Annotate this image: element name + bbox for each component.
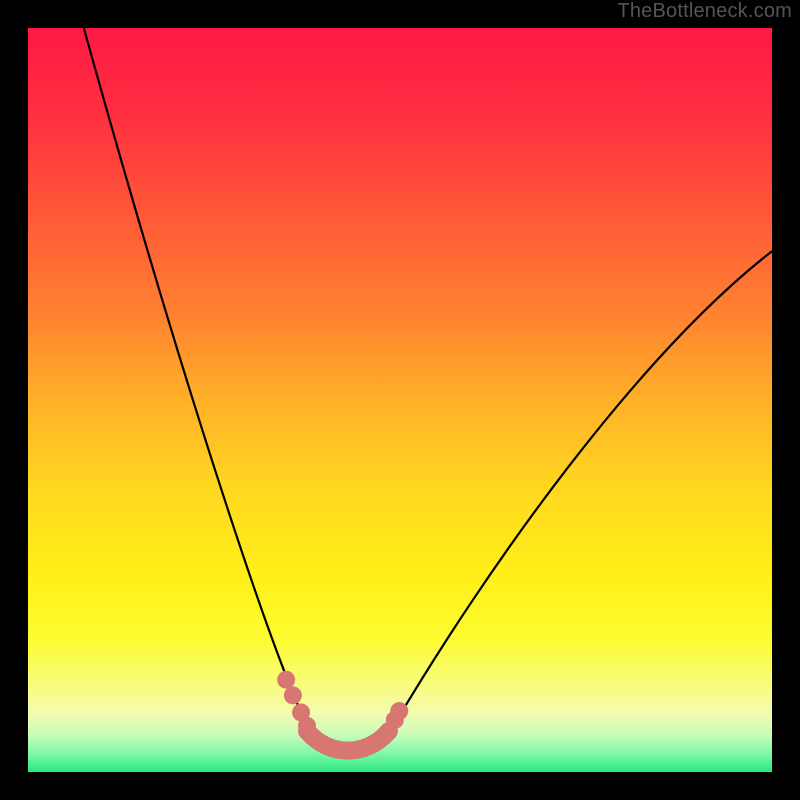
chart-svg — [0, 0, 800, 800]
chart-frame: TheBottleneck.com — [0, 0, 800, 800]
watermark-text: TheBottleneck.com — [617, 0, 792, 23]
